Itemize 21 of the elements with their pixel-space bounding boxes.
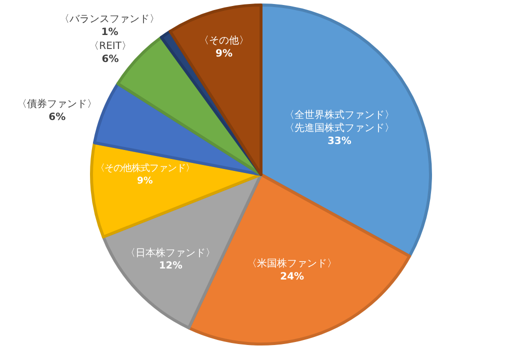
pie-slice bbox=[93, 82, 262, 176]
slice-label: 〈その他〉 bbox=[199, 34, 250, 47]
pie-slice bbox=[90, 141, 262, 238]
data-label: 12% bbox=[159, 260, 183, 272]
slice-label: 〈REIT〉 bbox=[89, 40, 132, 52]
slice-label: 〈日本株ファンド〉 bbox=[126, 246, 216, 259]
pie-slice bbox=[260, 4, 432, 258]
data-label: 1% bbox=[101, 27, 118, 38]
slice-label: 〈バランスファンド〉 bbox=[60, 14, 160, 26]
slice-label: 〈債券ファンド〉 bbox=[17, 98, 98, 110]
pie-slice bbox=[168, 4, 262, 176]
data-label: 9% bbox=[216, 48, 233, 60]
data-label: 33% bbox=[327, 136, 352, 148]
data-label: 9% bbox=[137, 175, 153, 186]
data-label: 6% bbox=[48, 112, 66, 123]
data-label: 6% bbox=[102, 54, 119, 65]
pie-slice bbox=[187, 173, 412, 346]
slice-label: 〈その他株式ファンド〉 bbox=[95, 163, 194, 174]
slice-label: 〈米国株ファンド〉 bbox=[247, 258, 338, 270]
data-label: 24% bbox=[280, 272, 304, 283]
slice-label: 〈全世界株式ファンド〉〈先進国株式ファンド〉 bbox=[284, 109, 394, 134]
